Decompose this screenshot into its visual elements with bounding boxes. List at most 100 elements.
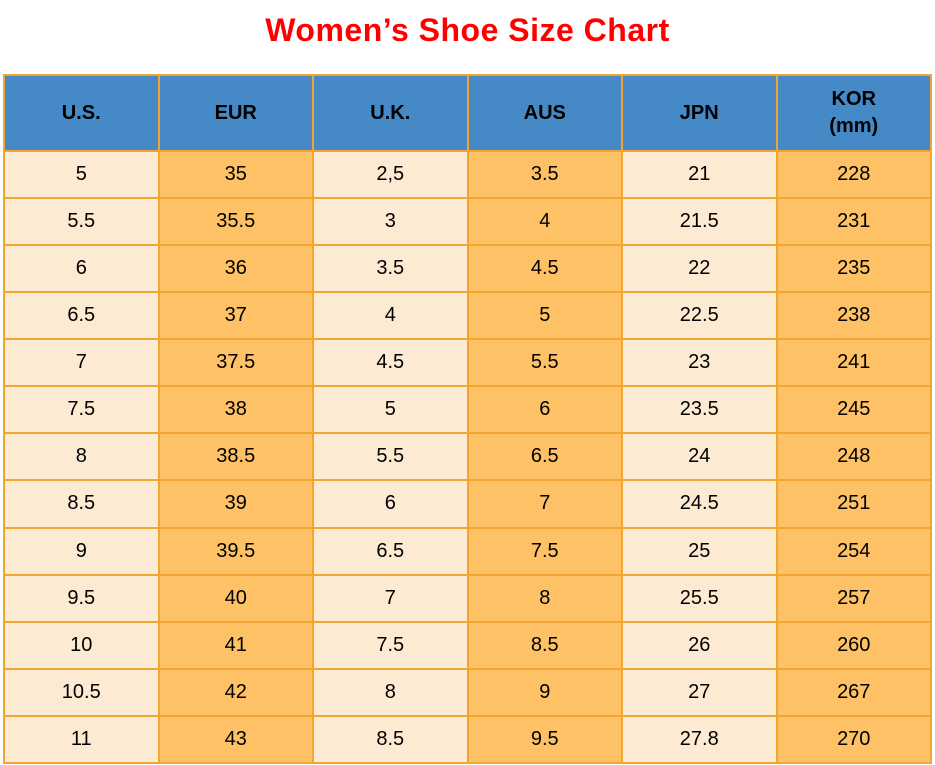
- cell: 7.5: [3, 385, 160, 435]
- header-cell-uk: U.K.: [312, 74, 469, 152]
- table-row: 5 35 2,5 3.5 21 228: [3, 149, 932, 200]
- shoe-size-table: U.S. EUR U.K. AUS JPN KOR (mm) 5 35 2,5 …: [3, 74, 932, 765]
- cell: 37.5: [157, 338, 314, 388]
- cell: 35: [157, 149, 314, 200]
- cell: 9.5: [466, 714, 623, 765]
- cell: 5: [312, 385, 469, 435]
- header-cell-eur: EUR: [157, 74, 314, 152]
- cell: 2,5: [312, 149, 469, 200]
- cell: 231: [775, 197, 932, 247]
- cell: 8: [466, 573, 623, 623]
- cell: 238: [775, 291, 932, 341]
- cell: 10: [3, 620, 160, 670]
- cell: 6: [3, 244, 160, 294]
- cell: 5.5: [466, 338, 623, 388]
- cell: 11: [3, 714, 160, 765]
- header-cell-jpn: JPN: [621, 74, 778, 152]
- cell: 6: [466, 385, 623, 435]
- kor-label: KOR: [831, 88, 876, 110]
- cell: 35.5: [157, 197, 314, 247]
- cell: 5: [3, 149, 160, 200]
- kor-unit: (mm): [829, 115, 879, 137]
- cell: 27: [621, 667, 778, 717]
- cell: 25.5: [621, 573, 778, 623]
- cell: 38.5: [157, 432, 314, 482]
- cell: 4: [466, 197, 623, 247]
- cell: 7: [312, 573, 469, 623]
- header-cell-us: U.S.: [3, 74, 160, 152]
- table-row: 10.5 42 8 9 27 267: [3, 667, 932, 717]
- cell: 40: [157, 573, 314, 623]
- cell: 4: [312, 291, 469, 341]
- cell: 36: [157, 244, 314, 294]
- cell: 245: [775, 385, 932, 435]
- cell: 254: [775, 526, 932, 576]
- cell: 26: [621, 620, 778, 670]
- cell: 4.5: [466, 244, 623, 294]
- cell: 27.8: [621, 714, 778, 765]
- cell: 9.5: [3, 573, 160, 623]
- cell: 257: [775, 573, 932, 623]
- header-cell-aus: AUS: [466, 74, 623, 152]
- table-row: 5.5 35.5 3 4 21.5 231: [3, 197, 932, 247]
- cell: 39.5: [157, 526, 314, 576]
- cell: 25: [621, 526, 778, 576]
- table-row: 7 37.5 4.5 5.5 23 241: [3, 338, 932, 388]
- cell: 6: [312, 479, 469, 529]
- cell: 260: [775, 620, 932, 670]
- cell: 21: [621, 149, 778, 200]
- cell: 5.5: [312, 432, 469, 482]
- cell: 9: [3, 526, 160, 576]
- cell: 5.5: [3, 197, 160, 247]
- cell: 37: [157, 291, 314, 341]
- cell: 24.5: [621, 479, 778, 529]
- cell: 3: [312, 197, 469, 247]
- table-row: 6 36 3.5 4.5 22 235: [3, 244, 932, 294]
- cell: 8.5: [312, 714, 469, 765]
- table-row: 11 43 8.5 9.5 27.8 270: [3, 714, 932, 765]
- cell: 41: [157, 620, 314, 670]
- cell: 7: [466, 479, 623, 529]
- cell: 3.5: [466, 149, 623, 200]
- cell: 22: [621, 244, 778, 294]
- cell: 43: [157, 714, 314, 765]
- cell: 7.5: [312, 620, 469, 670]
- cell: 7.5: [466, 526, 623, 576]
- cell: 5: [466, 291, 623, 341]
- cell: 228: [775, 149, 932, 200]
- table-row: 9 39.5 6.5 7.5 25 254: [3, 526, 932, 576]
- cell: 6.5: [466, 432, 623, 482]
- cell: 241: [775, 338, 932, 388]
- table-row: 10 41 7.5 8.5 26 260: [3, 620, 932, 670]
- header-row: U.S. EUR U.K. AUS JPN KOR (mm): [3, 74, 932, 152]
- cell: 267: [775, 667, 932, 717]
- cell: 235: [775, 244, 932, 294]
- table-row: 8.5 39 6 7 24.5 251: [3, 479, 932, 529]
- cell: 8.5: [466, 620, 623, 670]
- cell: 251: [775, 479, 932, 529]
- header-cell-kor: KOR (mm): [775, 74, 932, 152]
- cell: 21.5: [621, 197, 778, 247]
- cell: 8: [3, 432, 160, 482]
- page-title: Women’s Shoe Size Chart: [265, 12, 670, 48]
- cell: 6.5: [3, 291, 160, 341]
- cell: 3.5: [312, 244, 469, 294]
- cell: 6.5: [312, 526, 469, 576]
- cell: 38: [157, 385, 314, 435]
- cell: 8: [312, 667, 469, 717]
- cell: 7: [3, 338, 160, 388]
- cell: 22.5: [621, 291, 778, 341]
- cell: 24: [621, 432, 778, 482]
- cell: 42: [157, 667, 314, 717]
- cell: 270: [775, 714, 932, 765]
- cell: 23: [621, 338, 778, 388]
- table-row: 8 38.5 5.5 6.5 24 248: [3, 432, 932, 482]
- cell: 248: [775, 432, 932, 482]
- table-row: 7.5 38 5 6 23.5 245: [3, 385, 932, 435]
- cell: 4.5: [312, 338, 469, 388]
- cell: 39: [157, 479, 314, 529]
- table-row: 9.5 40 7 8 25.5 257: [3, 573, 932, 623]
- cell: 23.5: [621, 385, 778, 435]
- cell: 10.5: [3, 667, 160, 717]
- table-row: 6.5 37 4 5 22.5 238: [3, 291, 932, 341]
